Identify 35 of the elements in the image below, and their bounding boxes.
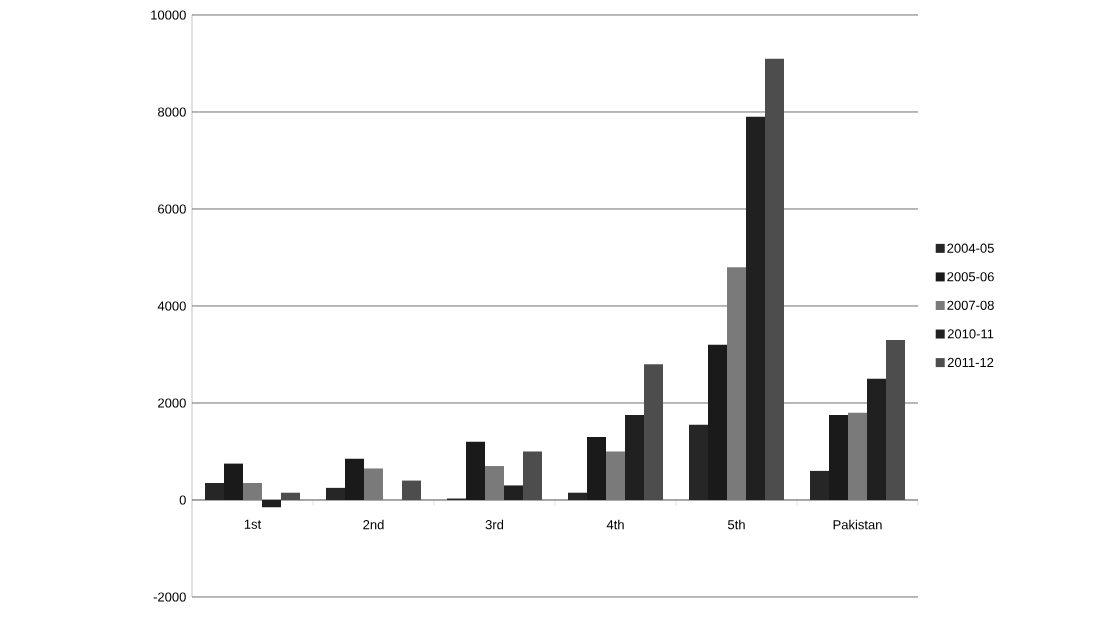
bar xyxy=(402,480,422,500)
legend-label: 2011-12 xyxy=(947,357,994,368)
bar xyxy=(727,267,747,500)
bar xyxy=(281,492,301,500)
x-tick-label: 3rd xyxy=(485,519,504,530)
x-tick-label: 2nd xyxy=(363,519,384,530)
y-tick-label: 0 xyxy=(179,495,186,505)
y-tick-label: 8000 xyxy=(158,107,186,117)
bar xyxy=(504,485,524,500)
legend-label: 2010-11 xyxy=(947,329,994,339)
legend-label: 2005-06 xyxy=(947,272,994,282)
bar xyxy=(644,364,664,500)
bar xyxy=(606,451,626,500)
y-tick-label: 4000 xyxy=(157,301,186,311)
bar xyxy=(262,499,282,508)
bar xyxy=(848,412,868,500)
y-tick-label: -2000 xyxy=(153,592,186,602)
y-tick-label: 2000 xyxy=(158,398,186,408)
bar xyxy=(765,58,785,500)
bar xyxy=(886,339,906,500)
legend-label: 2004-05 xyxy=(947,243,994,253)
x-tick-label: 5th xyxy=(727,519,745,530)
legend-label: 2007-08 xyxy=(947,300,994,310)
bar xyxy=(485,466,505,500)
bar xyxy=(364,468,384,500)
x-tick-label: 1st xyxy=(244,519,262,529)
bar xyxy=(243,483,263,500)
bar xyxy=(746,116,766,500)
bar xyxy=(867,378,887,500)
bar xyxy=(625,415,645,500)
x-tick-label: Pakistan xyxy=(833,519,882,530)
y-tick-label: 10000 xyxy=(151,10,186,20)
y-tick-label: 6000 xyxy=(158,204,186,214)
bar xyxy=(523,451,543,500)
x-tick-label: 4th xyxy=(606,519,624,530)
